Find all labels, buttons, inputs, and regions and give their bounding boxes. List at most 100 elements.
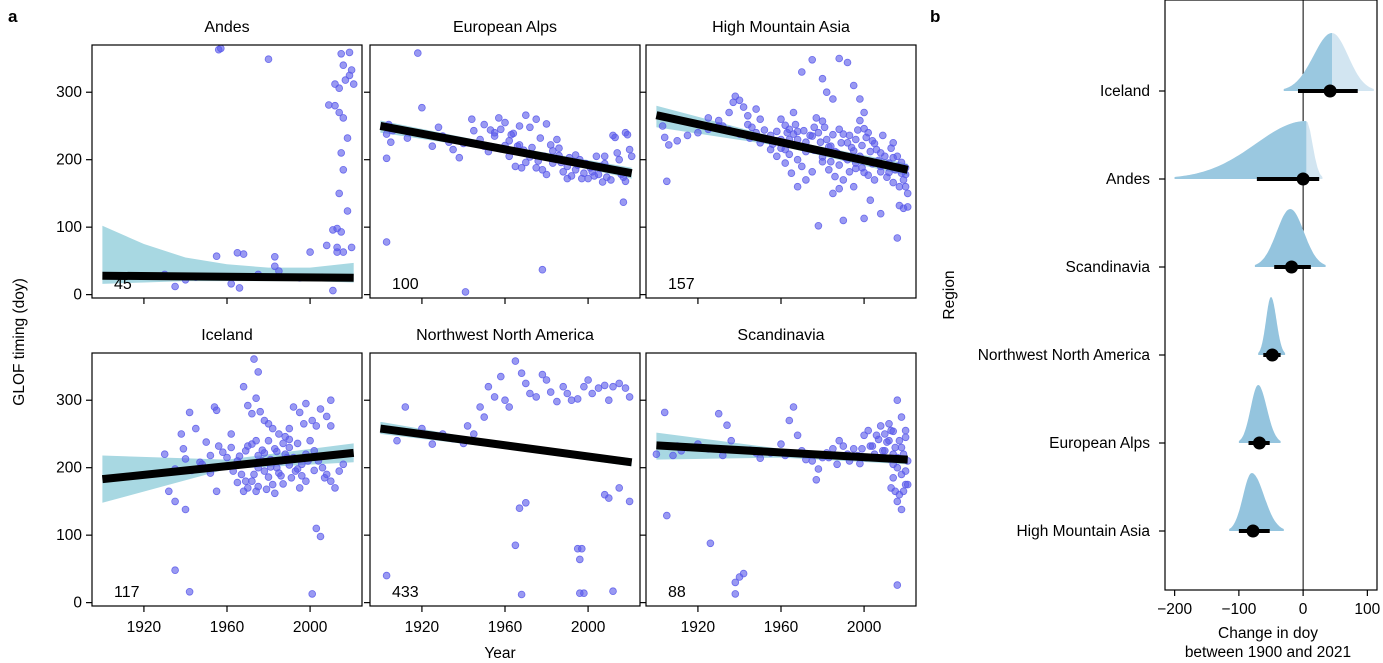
data-point xyxy=(227,443,236,452)
data-point xyxy=(727,436,735,445)
data-point xyxy=(343,134,352,142)
data-point xyxy=(227,430,236,438)
data-point xyxy=(793,431,802,440)
data-point xyxy=(339,248,348,256)
data-point xyxy=(505,403,514,411)
panel-high-mountain-asia: High Mountain Asia 157 xyxy=(640,19,917,304)
data-point xyxy=(839,216,848,225)
data-point xyxy=(563,389,572,398)
plot-frame-b xyxy=(1164,0,1378,591)
data-point xyxy=(866,147,875,156)
data-point xyxy=(536,134,545,142)
data-point xyxy=(829,130,837,139)
posterior-density-european-alps xyxy=(1238,385,1281,443)
data-point xyxy=(171,566,179,574)
data-point xyxy=(851,164,860,173)
data-point xyxy=(831,172,839,181)
data-point xyxy=(797,68,806,76)
data-point xyxy=(602,173,611,182)
data-point xyxy=(295,408,304,417)
data-point xyxy=(571,151,580,159)
data-point xyxy=(320,473,329,482)
data-point xyxy=(302,477,310,486)
data-point xyxy=(903,480,912,489)
data-point xyxy=(893,581,902,589)
data-point xyxy=(615,155,623,164)
data-point xyxy=(787,169,796,178)
data-point xyxy=(870,139,879,148)
data-point xyxy=(254,368,263,376)
data-point xyxy=(455,153,464,162)
data-point xyxy=(573,395,582,403)
data-point xyxy=(252,394,260,403)
data-point xyxy=(515,504,524,513)
data-point xyxy=(171,282,179,291)
data-point xyxy=(235,452,244,461)
trend-line xyxy=(379,424,633,467)
data-point xyxy=(683,131,692,140)
data-point xyxy=(322,412,331,421)
data-point xyxy=(824,166,833,174)
data-point xyxy=(878,446,887,455)
data-point xyxy=(244,401,252,410)
data-point xyxy=(835,125,843,134)
panel-b-y-axis-label: Region xyxy=(941,270,958,319)
y-tick-label: 300 xyxy=(56,84,82,101)
data-point xyxy=(893,234,902,242)
data-point xyxy=(289,403,298,411)
data-point xyxy=(291,467,300,475)
data-point xyxy=(331,101,339,110)
data-point xyxy=(739,103,748,111)
data-point xyxy=(202,438,211,446)
data-point xyxy=(829,95,837,103)
data-point xyxy=(326,477,335,486)
sample-count: 100 xyxy=(392,276,419,293)
data-point xyxy=(252,487,260,496)
data-point xyxy=(270,262,279,271)
data-point xyxy=(467,115,476,123)
data-point xyxy=(849,147,858,155)
data-point xyxy=(337,228,346,236)
data-point xyxy=(335,467,344,475)
data-point xyxy=(885,419,893,428)
data-point xyxy=(829,444,837,453)
data-point xyxy=(706,539,715,548)
data-point xyxy=(615,484,623,492)
data-point xyxy=(382,154,391,163)
data-point xyxy=(538,265,547,274)
data-point xyxy=(814,128,823,137)
data-point xyxy=(345,48,354,57)
panel-a-x-axis-label: Year xyxy=(484,645,515,662)
trend-line xyxy=(101,448,355,484)
x-tick-label: 1960 xyxy=(488,619,523,636)
data-point xyxy=(270,444,279,453)
data-point xyxy=(279,480,287,488)
data-point xyxy=(312,524,321,533)
category-label-european-alps: European Alps xyxy=(1049,435,1150,452)
data-point xyxy=(515,141,524,149)
data-point xyxy=(165,487,173,496)
data-point xyxy=(335,108,344,117)
data-point xyxy=(673,137,681,145)
data-point xyxy=(611,133,619,142)
data-point xyxy=(285,435,294,444)
panel-title-iceland: Iceland xyxy=(201,327,253,344)
data-point xyxy=(897,505,906,514)
data-point xyxy=(335,84,344,92)
panel-title-andes: Andes xyxy=(204,19,249,36)
data-point xyxy=(621,177,630,186)
data-point xyxy=(845,131,854,140)
data-point xyxy=(256,407,265,416)
data-point xyxy=(658,122,667,130)
data-point xyxy=(843,58,852,67)
data-point xyxy=(490,132,499,140)
panel-a-letter: a xyxy=(8,7,18,26)
data-point xyxy=(704,114,713,122)
data-point xyxy=(777,440,785,448)
data-point xyxy=(903,203,912,211)
data-point xyxy=(600,152,609,161)
data-point xyxy=(548,147,557,155)
data-point xyxy=(235,284,244,292)
data-point xyxy=(783,128,791,137)
